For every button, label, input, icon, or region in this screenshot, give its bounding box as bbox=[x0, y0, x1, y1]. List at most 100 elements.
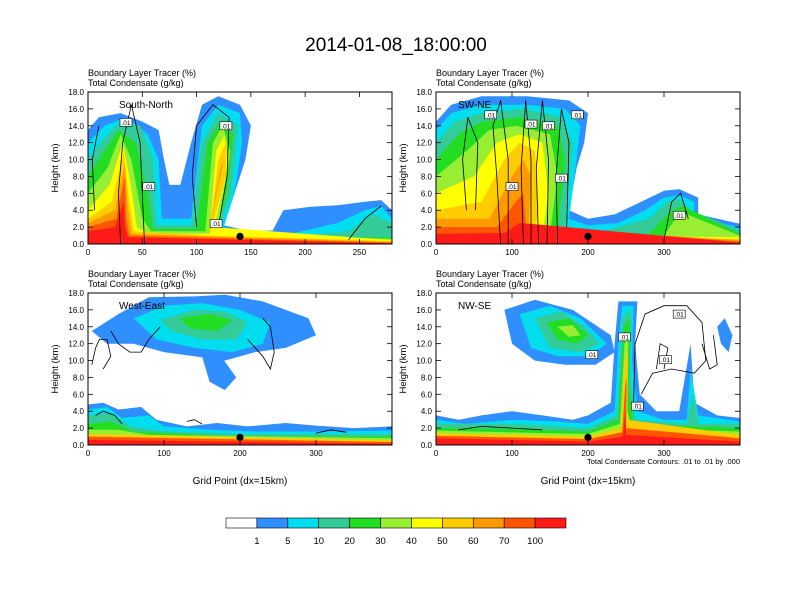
y-tick-label: 14.0 bbox=[68, 323, 84, 332]
y-tick-label: 16.0 bbox=[68, 306, 84, 315]
svg-text:.01: .01 bbox=[507, 184, 516, 191]
svg-text:.01: .01 bbox=[544, 123, 553, 130]
y-tick-label: 6.0 bbox=[73, 390, 85, 399]
location-marker bbox=[584, 433, 592, 441]
location-marker bbox=[236, 232, 244, 240]
contour-label: .01 bbox=[659, 355, 672, 364]
tracer-shading-c100 bbox=[436, 411, 740, 445]
svg-text:.01: .01 bbox=[620, 334, 629, 341]
svg-text:.01: .01 bbox=[526, 122, 535, 129]
colorbar-box-c40 bbox=[411, 517, 443, 529]
colorbar-box-c100 bbox=[534, 517, 567, 529]
cloud-shading-c20 bbox=[179, 314, 233, 331]
svg-text:.01: .01 bbox=[557, 176, 566, 183]
condensate-contour bbox=[191, 104, 230, 228]
colorbar-box-white bbox=[225, 517, 258, 529]
colorbar-label: 20 bbox=[344, 536, 355, 547]
condensate-contour bbox=[91, 338, 112, 370]
x-tick-label: 200 bbox=[581, 449, 595, 458]
panel-top-right: Boundary Layer Tracer (%)Total Condensat… bbox=[398, 68, 741, 257]
colorbar-label: 60 bbox=[468, 536, 479, 547]
cross-section-label: West-East bbox=[119, 301, 165, 312]
condensate-contour bbox=[186, 419, 203, 425]
tracer-shading-c1 bbox=[88, 96, 392, 244]
y-tick-label: 4.0 bbox=[421, 407, 433, 416]
svg-text:.01: .01 bbox=[661, 357, 670, 364]
colorbar-label: 100 bbox=[527, 536, 543, 547]
y-tick-label: 8.0 bbox=[421, 373, 433, 382]
x-tick-label: 300 bbox=[309, 449, 323, 458]
colorbar-label: 5 bbox=[285, 536, 290, 547]
plot-frame bbox=[87, 91, 393, 245]
location-marker bbox=[236, 433, 244, 441]
y-tick-label: 10.0 bbox=[68, 357, 84, 366]
panel-title-condensate: Total Condensate (g/kg) bbox=[88, 78, 184, 88]
y-tick-label: 0.0 bbox=[421, 441, 433, 450]
svg-text:.01: .01 bbox=[633, 404, 642, 411]
panel-bottom-right: Boundary Layer Tracer (%)Total Condensat… bbox=[398, 269, 741, 487]
condensate-contour bbox=[520, 100, 532, 244]
y-tick-label: 10.0 bbox=[68, 156, 84, 165]
y-tick-label: 16.0 bbox=[416, 105, 432, 114]
location-marker bbox=[584, 232, 592, 240]
condensate-contour bbox=[110, 326, 161, 353]
x-tick-label: 200 bbox=[298, 248, 312, 257]
y-tick-label: 8.0 bbox=[73, 373, 85, 382]
colorbar-label: 1 bbox=[254, 536, 259, 547]
condensate-contour bbox=[535, 100, 549, 244]
colorbar: 1 5 10 20 30 40 50 60 70 100 bbox=[225, 517, 567, 547]
svg-text:.01: .01 bbox=[675, 312, 684, 319]
y-tick-label: 2.0 bbox=[421, 223, 433, 232]
y-tick-label: 14.0 bbox=[68, 122, 84, 131]
tracer-shading-c100 bbox=[88, 201, 392, 244]
svg-text:.01: .01 bbox=[573, 112, 582, 119]
y-tick-label: 18.0 bbox=[68, 289, 84, 298]
colorbar-label: 10 bbox=[313, 536, 324, 547]
svg-text:.01: .01 bbox=[212, 221, 221, 228]
contour-note: Total Condensate Contours: .01 to .01 by… bbox=[587, 457, 740, 466]
colorbar-box-c50 bbox=[442, 517, 474, 529]
colorbar-label: 70 bbox=[499, 536, 510, 547]
contour-label: .01 bbox=[484, 110, 498, 119]
y-tick-label: 6.0 bbox=[73, 189, 85, 198]
condensate-contour bbox=[701, 335, 718, 370]
y-tick-label: 8.0 bbox=[73, 172, 85, 181]
panel-title-condensate: Total Condensate (g/kg) bbox=[88, 279, 184, 289]
x-tick-label: 300 bbox=[657, 449, 671, 458]
y-axis-label: Height (km) bbox=[398, 143, 409, 192]
panel-bottom-left: Boundary Layer Tracer (%)Total Condensat… bbox=[50, 269, 393, 487]
y-tick-label: 10.0 bbox=[416, 156, 432, 165]
y-tick-label: 4.0 bbox=[421, 206, 433, 215]
y-tick-label: 2.0 bbox=[421, 424, 433, 433]
y-tick-label: 16.0 bbox=[68, 105, 84, 114]
panel-title-tracer: Boundary Layer Tracer (%) bbox=[436, 68, 544, 78]
contour-label: .01 bbox=[524, 119, 538, 129]
x-tick-label: 300 bbox=[657, 248, 671, 257]
contour-label: .01 bbox=[142, 182, 156, 191]
x-tick-label: 0 bbox=[86, 248, 91, 257]
contour-label: .01 bbox=[585, 350, 599, 359]
x-tick-label: 200 bbox=[581, 248, 595, 257]
panel-top-left: Boundary Layer Tracer (%)Total Condensat… bbox=[50, 68, 393, 257]
colorbar-box-c5 bbox=[287, 517, 320, 529]
y-tick-label: 16.0 bbox=[416, 306, 432, 315]
panel-title-tracer: Boundary Layer Tracer (%) bbox=[88, 68, 196, 78]
contour-label: .01 bbox=[571, 110, 584, 119]
x-axis-label: Grid Point (dx=15km) bbox=[541, 476, 636, 487]
y-axis-label: Height (km) bbox=[50, 344, 61, 393]
condensate-contour bbox=[117, 104, 145, 244]
y-axis-label: Height (km) bbox=[50, 143, 61, 192]
colorbar-label: 50 bbox=[437, 536, 448, 547]
condensate-contour bbox=[633, 305, 707, 403]
x-tick-label: 0 bbox=[434, 449, 439, 458]
svg-text:.01: .01 bbox=[675, 213, 684, 220]
svg-text:.01: .01 bbox=[121, 120, 130, 127]
x-tick-label: 0 bbox=[86, 449, 91, 458]
panel-title-condensate: Total Condensate (g/kg) bbox=[436, 279, 532, 289]
svg-text:.01: .01 bbox=[587, 352, 596, 359]
cross-section-label: SW-NE bbox=[458, 100, 491, 111]
cloud-shading-c1 bbox=[202, 356, 237, 391]
x-tick-label: 100 bbox=[505, 248, 519, 257]
contour-label: .01 bbox=[555, 173, 568, 183]
condensate-contour bbox=[247, 318, 275, 371]
